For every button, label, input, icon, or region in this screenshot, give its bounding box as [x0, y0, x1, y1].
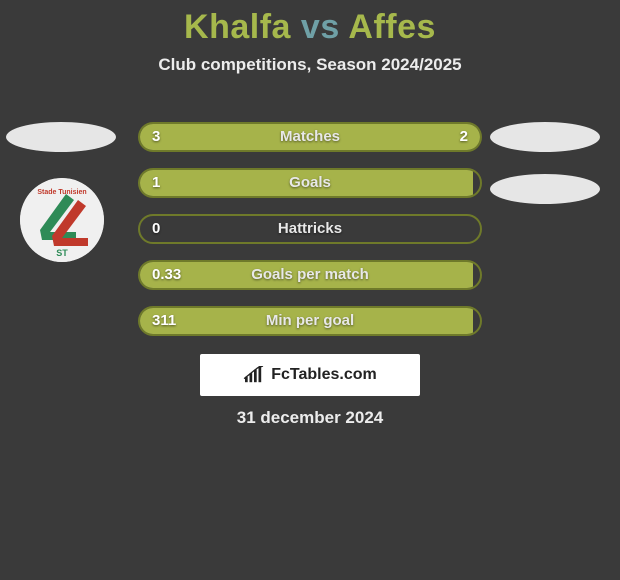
stat-bar: 3Matches2: [138, 122, 482, 152]
player-right-name: Affes: [348, 8, 436, 46]
subtitle: Club competitions, Season 2024/2025: [0, 55, 620, 75]
stat-label: Hattricks: [140, 216, 480, 242]
svg-text:Stade Tunisien: Stade Tunisien: [37, 189, 86, 196]
footer-date: 31 december 2024: [0, 408, 620, 428]
player-left-name: Khalfa: [184, 8, 291, 46]
brand-text: FcTables.com: [271, 366, 377, 384]
stat-value-right: 2: [460, 124, 468, 150]
stat-label: Matches: [140, 124, 480, 150]
player-left-club-badge: Stade Tunisien ST: [20, 178, 104, 262]
stat-bar: 1Goals: [138, 168, 482, 198]
stat-label: Min per goal: [140, 308, 480, 334]
stat-bar: 0Hattricks: [138, 214, 482, 244]
svg-text:ST: ST: [56, 248, 68, 258]
stat-label: Goals per match: [140, 262, 480, 288]
stats-bars: 3Matches2 1Goals 0Hattricks 0.33Goals per m…: [138, 122, 482, 352]
stat-bar: 311Min per goal: [138, 306, 482, 336]
stat-label: Goals: [140, 170, 480, 196]
player-right-photo: [490, 122, 600, 152]
comparison-card: Khalfa vs Affes Club competitions, Seaso…: [0, 0, 620, 580]
player-left-photo: [6, 122, 116, 152]
bar-chart-icon: [243, 366, 265, 384]
vs-text: vs: [301, 8, 340, 46]
brand-badge[interactable]: FcTables.com: [200, 354, 420, 396]
player-right-club-oval: [490, 174, 600, 204]
stat-bar: 0.33Goals per match: [138, 260, 482, 290]
page-title: Khalfa vs Affes: [0, 8, 620, 47]
